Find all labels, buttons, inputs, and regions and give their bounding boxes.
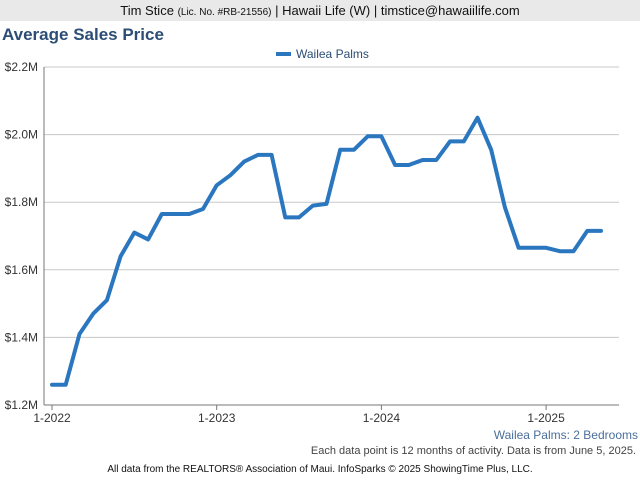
y-tick-label: $1.2M xyxy=(5,398,38,412)
y-tick-label: $2.2M xyxy=(5,60,38,74)
legend-label: Wailea Palms xyxy=(296,47,369,61)
y-tick-label: $1.8M xyxy=(5,195,38,209)
x-tick-label: 1-2024 xyxy=(363,411,401,425)
series-line xyxy=(50,115,603,387)
agent-header: Tim Stice (Lic. No. #RB-21556) | Hawaii … xyxy=(0,0,640,21)
y-tick-label: $1.4M xyxy=(5,330,38,344)
x-tick-label: 1-2025 xyxy=(527,411,565,425)
chart-title: Average Sales Price xyxy=(2,25,164,44)
agent-contact: | Hawaii Life (W) | timstice@hawaiilife.… xyxy=(275,3,520,18)
x-tick-label: 1-2022 xyxy=(33,411,71,425)
agent-license: (Lic. No. #RB-21556) xyxy=(177,7,272,18)
agent-name: Tim Stice xyxy=(120,3,174,18)
footer-credit: All data from the REALTORS® Association … xyxy=(107,464,533,475)
x-tick-label: 1-2023 xyxy=(198,411,236,425)
data-note: Each data point is 12 months of activity… xyxy=(310,445,636,457)
y-tick-label: $1.6M xyxy=(5,263,38,277)
chart-subtitle: Wailea Palms: 2 Bedrooms xyxy=(493,428,638,442)
y-tick-label: $2.0M xyxy=(5,128,38,142)
